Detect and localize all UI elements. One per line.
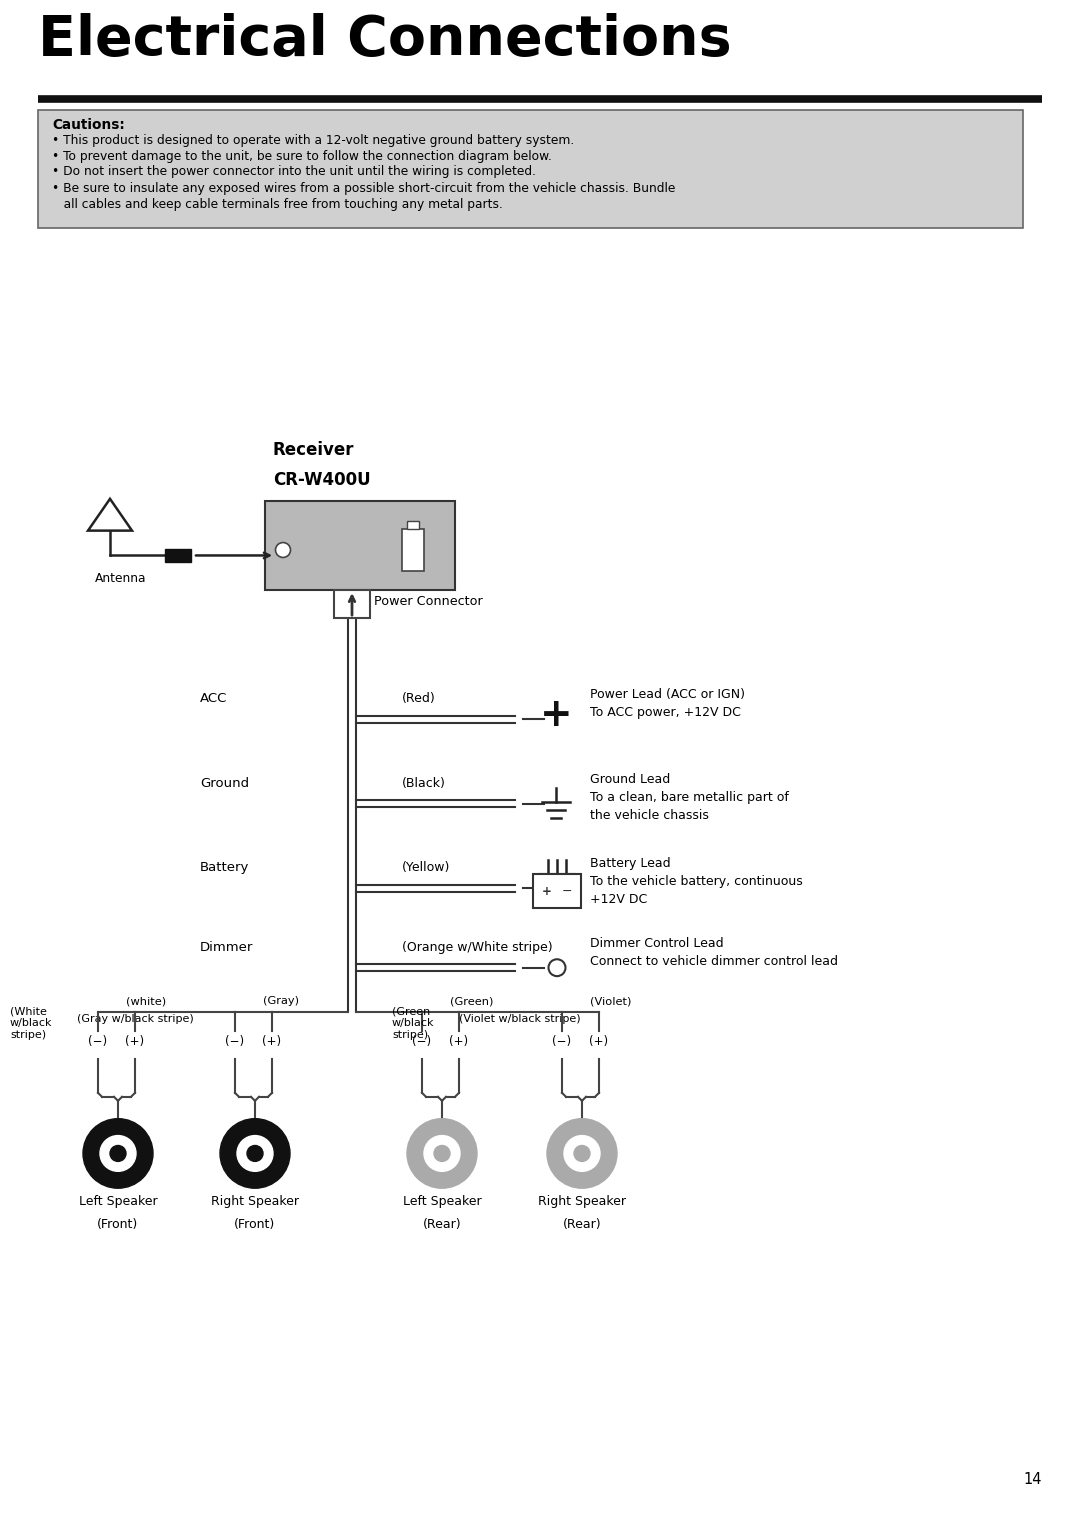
Text: (Rear): (Rear) (563, 1218, 602, 1230)
Circle shape (100, 1136, 136, 1171)
Text: ACC: ACC (200, 693, 228, 705)
Text: Cautions:: Cautions: (52, 118, 125, 132)
Text: 14: 14 (1024, 1472, 1042, 1487)
Circle shape (110, 1145, 126, 1162)
Text: (+): (+) (449, 1036, 469, 1048)
Text: • To prevent damage to the unit, be sure to follow the connection diagram below.: • To prevent damage to the unit, be sure… (52, 150, 552, 163)
Polygon shape (87, 498, 132, 530)
Bar (334, 591, 370, 618)
Text: all cables and keep cable terminals free from touching any metal parts.: all cables and keep cable terminals free… (52, 197, 503, 211)
Text: Power Lead (ACC or IGN): Power Lead (ACC or IGN) (590, 688, 745, 702)
Bar (165, 548, 191, 562)
Text: Battery: Battery (200, 861, 249, 875)
Text: (white): (white) (126, 996, 166, 1007)
Text: Left Speaker: Left Speaker (403, 1195, 482, 1208)
Text: (Violet w/black stripe): (Violet w/black stripe) (459, 1015, 581, 1024)
Text: Ground Lead: Ground Lead (590, 773, 671, 785)
Text: +12V DC: +12V DC (590, 893, 647, 907)
Circle shape (247, 1145, 264, 1162)
Text: Right Speaker: Right Speaker (538, 1195, 626, 1208)
Text: (White
w/black
stripe): (White w/black stripe) (10, 1007, 53, 1039)
Text: Electrical Connections: Electrical Connections (38, 12, 731, 67)
Text: (−): (−) (413, 1036, 432, 1048)
Bar (265, 501, 455, 591)
Text: (Green): (Green) (450, 996, 494, 1007)
Circle shape (237, 1136, 273, 1171)
Text: (Front): (Front) (97, 1218, 138, 1230)
Circle shape (424, 1136, 460, 1171)
Text: (−): (−) (553, 1036, 571, 1048)
Bar (407, 521, 419, 529)
Text: (+): (+) (262, 1036, 282, 1048)
Text: −: − (562, 884, 572, 898)
Text: +: + (540, 696, 572, 734)
Text: Receiver: Receiver (273, 441, 354, 459)
Bar (534, 875, 581, 908)
Text: Battery Lead: Battery Lead (590, 857, 671, 870)
Text: To a clean, bare metallic part of: To a clean, bare metallic part of (590, 791, 788, 804)
Text: (Rear Side): (Rear Side) (265, 573, 333, 585)
Text: Dimmer Control Lead: Dimmer Control Lead (590, 937, 724, 949)
FancyBboxPatch shape (38, 111, 1023, 228)
Text: (Violet): (Violet) (590, 996, 632, 1007)
Text: • This product is designed to operate with a 12-volt negative ground battery sys: • This product is designed to operate wi… (52, 134, 575, 147)
Text: (Rear): (Rear) (422, 1218, 461, 1230)
Text: To the vehicle battery, continuous: To the vehicle battery, continuous (590, 875, 802, 889)
Text: Left Speaker: Left Speaker (79, 1195, 158, 1208)
Text: (Orange w/White stripe): (Orange w/White stripe) (402, 940, 553, 954)
Text: Antenna: Antenna (95, 573, 147, 585)
Text: (Gray w/black stripe): (Gray w/black stripe) (77, 1015, 193, 1024)
Text: +: + (542, 884, 552, 898)
Text: • Be sure to insulate any exposed wires from a possible short-circuit from the v: • Be sure to insulate any exposed wires … (52, 182, 675, 194)
Text: Power Connector: Power Connector (374, 595, 483, 608)
Circle shape (564, 1136, 600, 1171)
Circle shape (83, 1118, 153, 1188)
Text: the vehicle chassis: the vehicle chassis (590, 808, 708, 822)
Circle shape (407, 1118, 477, 1188)
Text: (+): (+) (590, 1036, 608, 1048)
Text: Dimmer: Dimmer (200, 940, 254, 954)
Circle shape (549, 960, 566, 977)
Text: (Red): (Red) (402, 693, 435, 705)
Text: (Yellow): (Yellow) (402, 861, 450, 875)
Text: (+): (+) (125, 1036, 145, 1048)
Bar (402, 529, 423, 571)
Text: Right Speaker: Right Speaker (211, 1195, 299, 1208)
Text: (Front): (Front) (234, 1218, 275, 1230)
Circle shape (275, 542, 291, 557)
Text: (Gray): (Gray) (264, 996, 299, 1007)
Text: CR-W400U: CR-W400U (273, 471, 370, 489)
Circle shape (434, 1145, 450, 1162)
Text: (−): (−) (89, 1036, 108, 1048)
Text: Ground: Ground (200, 776, 249, 790)
Text: • Do not insert the power connector into the unit until the wiring is completed.: • Do not insert the power connector into… (52, 166, 536, 178)
Circle shape (220, 1118, 291, 1188)
Text: Connect to vehicle dimmer control lead: Connect to vehicle dimmer control lead (590, 955, 838, 968)
Circle shape (546, 1118, 617, 1188)
Text: (Green
w/black
stripe): (Green w/black stripe) (392, 1007, 434, 1039)
Text: (Black): (Black) (402, 776, 446, 790)
Text: (−): (−) (226, 1036, 244, 1048)
Circle shape (573, 1145, 590, 1162)
Text: To ACC power, +12V DC: To ACC power, +12V DC (590, 706, 741, 720)
